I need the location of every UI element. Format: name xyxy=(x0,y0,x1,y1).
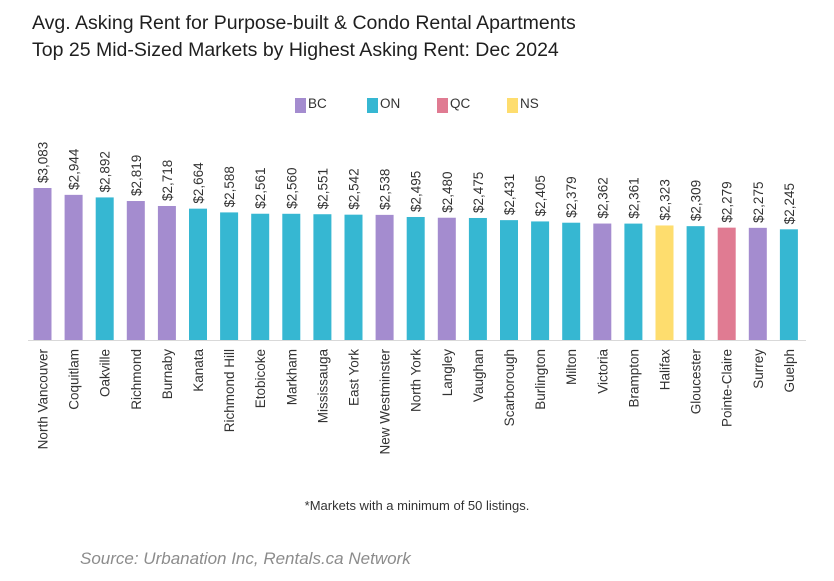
category-label: Etobicoke xyxy=(253,349,268,408)
bar-milton xyxy=(562,222,581,340)
data-label: $2,588 xyxy=(222,166,237,207)
category-label: North Vancouver xyxy=(36,349,51,450)
data-label: $2,561 xyxy=(253,167,268,208)
category-label: Brampton xyxy=(626,349,641,408)
legend-label-ns: NS xyxy=(520,96,539,111)
bar-kanata xyxy=(189,208,207,340)
bar-richmond xyxy=(126,201,145,340)
category-label: New Westminster xyxy=(378,349,393,455)
category-label: Surrey xyxy=(751,349,766,389)
category-label: Langley xyxy=(440,349,455,397)
legend-swatch-on xyxy=(367,98,378,113)
data-label: $2,560 xyxy=(284,167,299,208)
legend-label-bc: BC xyxy=(308,96,327,111)
data-label: $2,480 xyxy=(440,171,455,212)
bar-langley xyxy=(437,217,456,340)
legend-swatch-ns xyxy=(507,98,518,113)
category-label: Richmond Hill xyxy=(222,349,237,432)
bar-north-vancouver xyxy=(33,188,52,340)
data-label: $2,495 xyxy=(409,171,424,212)
bar-brampton xyxy=(624,223,643,340)
category-label: Pointe-Claire xyxy=(720,349,735,427)
bar-east-york xyxy=(344,214,363,340)
footnote: *Markets with a minimum of 50 listings. xyxy=(304,498,530,513)
bar-pointe-claire xyxy=(717,227,736,340)
legend-label-on: ON xyxy=(380,96,401,111)
data-label: $2,362 xyxy=(595,177,610,218)
data-label: $2,542 xyxy=(347,168,362,209)
data-label: $2,431 xyxy=(502,174,517,215)
legend-label-qc: QC xyxy=(450,96,471,111)
category-label: North York xyxy=(409,349,424,412)
category-label: Burlington xyxy=(533,349,548,410)
data-label: $2,538 xyxy=(378,169,393,210)
data-label: $2,279 xyxy=(720,181,735,222)
data-label: $3,083 xyxy=(36,142,51,183)
data-label: $2,245 xyxy=(782,183,797,224)
bar-north-york xyxy=(406,216,425,340)
data-label: $2,405 xyxy=(533,175,548,216)
bar-vaughan xyxy=(468,217,487,340)
bar-markham xyxy=(282,213,301,340)
category-label: Gloucester xyxy=(689,348,704,414)
chart-title-line-2: Top 25 Mid-Sized Markets by Highest Aski… xyxy=(32,39,559,61)
category-label: Halifax xyxy=(658,349,673,391)
bar-gloucester xyxy=(686,226,705,340)
data-label: $2,323 xyxy=(658,179,673,220)
data-label: $2,819 xyxy=(129,155,144,196)
bar-surrey xyxy=(748,227,767,340)
category-label: Victoria xyxy=(595,349,610,394)
data-label: $2,309 xyxy=(689,180,704,221)
category-label: Mississauga xyxy=(315,349,330,424)
bar-new-westminster xyxy=(375,214,394,340)
bar-chart: $3,083 North Vancouver $2,944 Coquitlam $2,8… xyxy=(28,142,806,455)
bar-coquitlam xyxy=(64,194,83,340)
bar-oakville xyxy=(95,197,114,340)
bar-victoria xyxy=(593,223,612,340)
bar-halifax xyxy=(655,225,674,340)
category-label: Milton xyxy=(564,349,579,385)
category-label: Richmond xyxy=(129,349,144,410)
data-label: $2,275 xyxy=(751,182,766,223)
legend-swatch-bc xyxy=(295,98,306,113)
data-label: $2,551 xyxy=(315,168,330,209)
category-label: Oakville xyxy=(98,349,113,397)
category-label: Burnaby xyxy=(160,349,175,400)
bar-guelph xyxy=(779,229,798,340)
data-label: $2,475 xyxy=(471,172,486,213)
category-label: Vaughan xyxy=(471,349,486,402)
category-label: Scarborough xyxy=(502,349,517,426)
source-line: Source: Urbanation Inc, Rentals.ca Netwo… xyxy=(80,549,411,568)
chart-title-line-1: Avg. Asking Rent for Purpose-built & Con… xyxy=(32,12,576,34)
bar-burnaby xyxy=(157,205,176,340)
category-label: Coquitlam xyxy=(67,349,82,410)
bar-mississauga xyxy=(313,214,332,340)
data-label: $2,718 xyxy=(160,160,175,201)
legend: BC ON QC NS xyxy=(0,95,834,115)
data-label: $2,892 xyxy=(98,151,113,192)
category-label: East York xyxy=(347,349,362,406)
category-label: Kanata xyxy=(191,349,206,392)
bar-scarborough xyxy=(500,220,518,340)
data-label: $2,361 xyxy=(626,177,641,218)
legend-swatch-qc xyxy=(437,98,448,113)
bar-richmond-hill xyxy=(220,212,239,340)
data-label: $2,379 xyxy=(564,176,579,217)
category-label: Markham xyxy=(284,349,299,405)
bar-etobicoke xyxy=(251,213,270,340)
data-label: $2,664 xyxy=(191,162,206,204)
bar-burlington xyxy=(531,221,550,340)
data-label: $2,944 xyxy=(67,148,82,190)
category-label: Guelph xyxy=(782,349,797,393)
